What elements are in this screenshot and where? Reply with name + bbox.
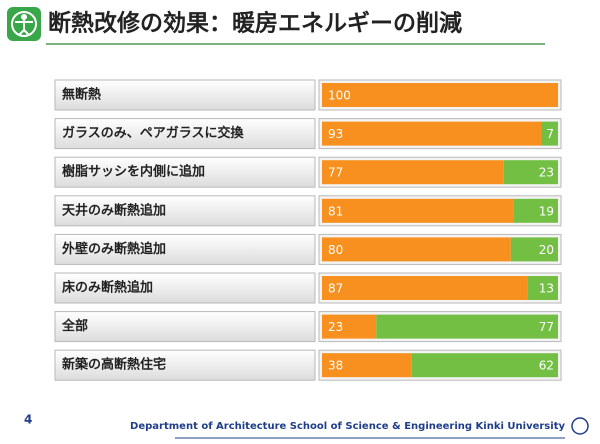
bar <box>513 198 558 223</box>
data-label: 77 <box>328 166 343 180</box>
data-label: 7 <box>546 127 554 141</box>
category-label: 天井のみ断熱追加 <box>62 202 166 218</box>
bar <box>322 83 558 107</box>
data-label: 20 <box>539 243 554 257</box>
footer-logo <box>571 417 589 435</box>
category-box <box>54 349 316 381</box>
bar <box>322 160 504 185</box>
chart-title: 断熱改修の効果：暖房エネルギーの削減 <box>48 10 462 37</box>
bar <box>411 353 558 378</box>
bar <box>510 237 558 262</box>
logo-mark <box>21 14 27 20</box>
category-label: 床のみ断熱追加 <box>62 280 153 296</box>
category-box <box>54 79 316 111</box>
bar <box>322 314 377 339</box>
data-label: 38 <box>328 359 343 373</box>
category-label: 新築の高断熱住宅 <box>62 357 166 373</box>
footer: Department of Architecture School of Sci… <box>130 421 565 432</box>
category-box <box>54 272 316 304</box>
bar <box>322 353 412 378</box>
data-label: 87 <box>328 282 343 296</box>
data-label: 80 <box>328 243 343 257</box>
category-box <box>54 118 316 150</box>
logo-mark <box>15 20 33 36</box>
category-box <box>54 311 316 343</box>
bar <box>503 160 558 185</box>
bar <box>322 237 511 262</box>
category-label: ガラスのみ、ペアガラスに交換 <box>62 125 244 141</box>
category-box <box>54 233 316 265</box>
data-label: 19 <box>539 204 554 218</box>
data-label: 13 <box>539 282 554 296</box>
bar <box>541 121 558 146</box>
logo-mark <box>11 11 37 37</box>
bar <box>322 276 528 300</box>
category-label: 外壁のみ断熱追加 <box>61 241 166 257</box>
category-label: 樹脂サッシを内側に追加 <box>62 164 205 180</box>
data-label: 93 <box>328 127 343 141</box>
data-label: 100 <box>328 89 351 103</box>
data-label: 81 <box>328 204 343 218</box>
category-box <box>54 156 316 188</box>
bar <box>376 314 558 339</box>
page-number: 4 <box>24 413 32 427</box>
data-label: 77 <box>539 320 554 334</box>
category-label: 無断熱 <box>62 87 101 103</box>
bar <box>322 198 514 223</box>
category-label: 全部 <box>61 318 88 334</box>
bar <box>527 276 558 300</box>
bar <box>322 121 542 146</box>
category-box <box>54 195 316 227</box>
data-label: 62 <box>539 359 554 373</box>
data-label: 23 <box>328 320 343 334</box>
data-label: 23 <box>539 166 554 180</box>
